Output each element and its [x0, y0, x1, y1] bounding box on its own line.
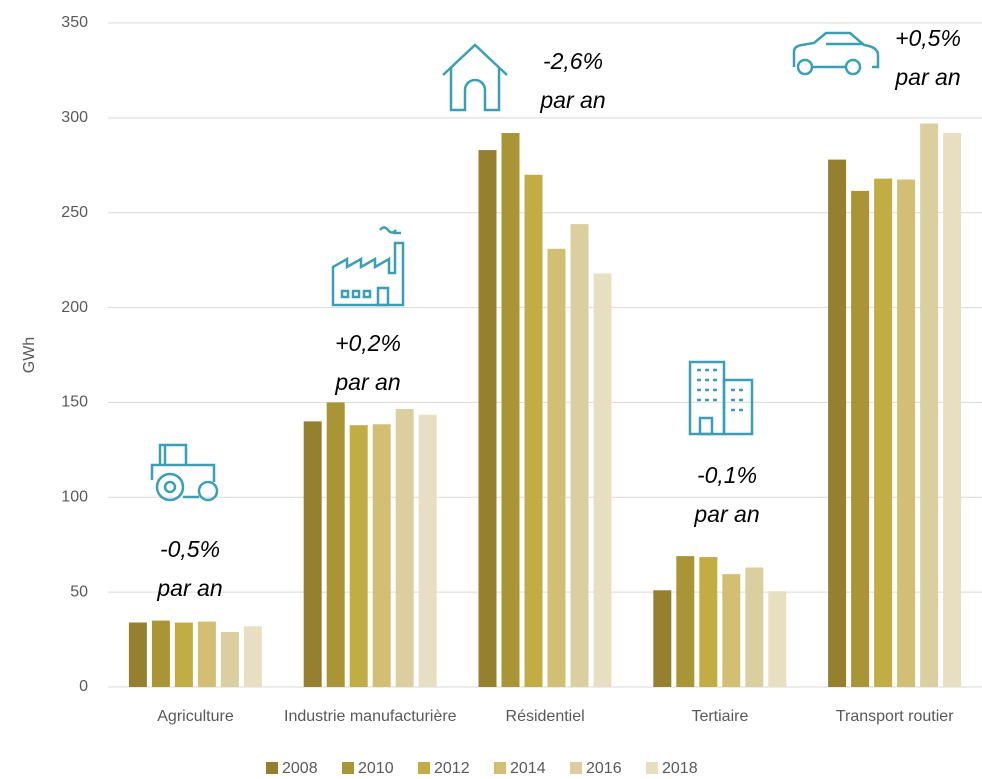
legend-swatch — [266, 762, 278, 774]
annotation: -2,6% — [543, 48, 603, 74]
bar — [349, 425, 368, 687]
bar — [501, 133, 520, 687]
bar — [524, 174, 543, 687]
legend-label: 2018 — [662, 760, 698, 777]
bar — [478, 150, 497, 687]
bar — [372, 424, 391, 687]
x-tick-label: Résidentiel — [505, 708, 585, 725]
building-icon — [688, 360, 754, 436]
annotation: +0,2% — [335, 330, 401, 356]
y-tick-label: 150 — [61, 394, 88, 411]
tractor-icon — [150, 443, 219, 502]
legend-swatch — [646, 762, 658, 774]
legend-swatch — [494, 762, 506, 774]
bar — [151, 620, 170, 687]
bar — [243, 626, 262, 687]
bar — [220, 631, 239, 687]
annotation: par an — [894, 64, 960, 90]
bar — [197, 621, 216, 687]
bar — [128, 622, 147, 687]
bar — [768, 591, 787, 687]
legend-swatch — [342, 762, 354, 774]
bar — [547, 248, 566, 687]
factory-icon — [331, 226, 405, 307]
bar — [326, 402, 345, 687]
annotation: par an — [156, 575, 222, 601]
bar — [745, 567, 764, 687]
bar — [943, 133, 962, 687]
y-tick-label: 100 — [61, 489, 88, 506]
bar — [828, 159, 847, 687]
y-tick-label: 350 — [61, 14, 88, 31]
annotation: -0,5% — [160, 536, 220, 562]
annotation: par an — [334, 369, 400, 395]
annotation: +0,5% — [895, 25, 961, 51]
bar — [722, 574, 741, 687]
legend-label: 2016 — [586, 760, 622, 777]
legend-label: 2012 — [434, 760, 470, 777]
y-tick-label: 0 — [79, 678, 88, 695]
x-tick-label: Transport routier — [835, 708, 954, 725]
bar — [874, 178, 893, 687]
annotation: par an — [693, 501, 759, 527]
x-tick-label: Industrie manufacturière — [284, 708, 457, 725]
legend-label: 2008 — [282, 760, 318, 777]
y-tick-label: 50 — [70, 583, 88, 600]
x-tick-label: Tertiaire — [691, 708, 749, 725]
legend-label: 2014 — [510, 760, 546, 777]
house-icon — [442, 43, 508, 112]
bar — [851, 190, 870, 687]
bar — [897, 179, 916, 687]
bar — [593, 273, 612, 687]
legend-label: 2010 — [358, 760, 394, 777]
bar — [653, 590, 672, 687]
legend-swatch — [570, 762, 582, 774]
y-tick-label: 300 — [61, 109, 88, 126]
bar — [395, 409, 414, 687]
bar — [174, 622, 193, 687]
bar — [418, 414, 437, 687]
x-tick-label: Agriculture — [157, 708, 234, 725]
bar — [676, 556, 695, 687]
y-tick-label: 200 — [61, 299, 88, 316]
bar — [699, 557, 718, 687]
bar — [920, 123, 939, 687]
y-axis-label: GWh — [21, 337, 38, 373]
annotation: par an — [539, 87, 605, 113]
legend-swatch — [418, 762, 430, 774]
bar — [303, 421, 322, 687]
car-icon — [792, 31, 880, 76]
y-tick-label: 250 — [61, 204, 88, 221]
bar — [570, 224, 589, 687]
annotation: -0,1% — [697, 462, 757, 488]
